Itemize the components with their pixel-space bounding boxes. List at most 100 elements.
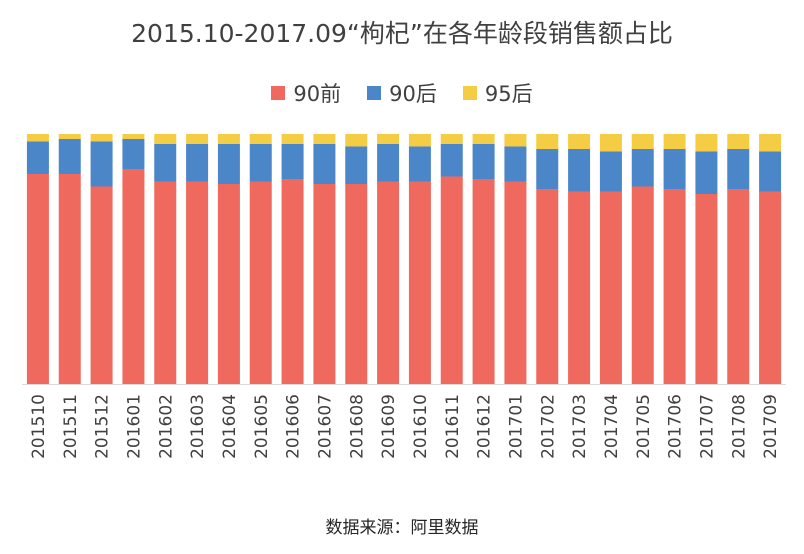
bar-post95-201709 [759,134,782,152]
x-tick-label-201511: 201511 [61,394,81,459]
bar-pre90-201701 [504,181,527,384]
data-source-note: 数据来源：阿里数据 [325,518,479,538]
x-tick-label-201611: 201611 [443,394,463,459]
x-tick-label-201608: 201608 [347,394,367,459]
bar-pre90-201706 [663,189,686,384]
bar-post90-201705 [631,149,654,187]
legend-item-pre90: 90前 [271,78,341,108]
bar-post95-201705 [631,134,654,149]
bar-pre90-201605 [249,181,272,384]
bar-post95-201708 [727,134,750,149]
x-tick-label-201703: 201703 [570,394,590,459]
bar-post90-201708 [727,149,750,189]
bar-post95-201611 [440,134,463,144]
bar-post95-201706 [663,134,686,149]
bar-post90-201607 [313,144,336,184]
bar-post90-201707 [695,151,718,194]
bar-pre90-201602 [154,181,177,384]
bar-post95-201605 [249,134,272,144]
bar-post95-201704 [599,134,622,152]
legend-label-pre90: 90前 [293,82,342,106]
bar-pre90-201611 [440,176,463,384]
bar-post95-201603 [186,134,209,144]
x-tick-label-201605: 201605 [252,394,272,459]
bar-pre90-201704 [599,191,622,384]
bar-pre90-201603 [186,181,209,384]
x-tick-label-201702: 201702 [538,394,558,459]
x-tick-label-201607: 201607 [315,394,335,459]
bar-post95-201601 [122,134,145,139]
bar-post95-201606 [281,134,304,144]
bar-post90-201511 [58,139,81,174]
chart-title: 2015.10-2017.09“枸杞”在各年龄段销售额占比 [131,19,673,48]
bar-pre90-201606 [281,179,304,384]
x-tick-label-201708: 201708 [729,394,749,459]
bar-post90-201510 [26,141,49,174]
bar-post95-201602 [154,134,177,144]
bar-post95-201610 [408,134,431,147]
bar-post95-201512 [90,134,113,142]
bar-post90-201703 [568,149,591,192]
bar-pre90-201608 [345,184,368,384]
bar-post90-201709 [759,151,782,192]
x-tick-label-201602: 201602 [156,394,176,459]
x-tick-label-201609: 201609 [379,394,399,459]
bar-post90-201603 [186,144,209,182]
x-tick-label-201701: 201701 [506,394,526,459]
x-tick-label-201603: 201603 [188,394,208,459]
legend-label-post90: 90后 [389,82,437,106]
bar-post90-201701 [504,146,527,182]
bar-post95-201702 [536,134,559,149]
legend-swatch-post90 [367,86,382,100]
bar-post95-201604 [217,134,240,144]
bar-post95-201612 [472,134,495,144]
bar-pre90-201510 [26,174,49,384]
bar-pre90-201601 [122,169,145,384]
legend: 90前 90后 95后 [0,78,804,108]
bar-post90-201702 [536,149,559,189]
x-tick-label-201510: 201510 [29,394,49,459]
bar-post95-201607 [313,134,336,144]
bar-pre90-201609 [377,181,400,384]
x-tick-label-201512: 201512 [93,394,113,459]
x-tick-label-201709: 201709 [761,394,781,459]
legend-swatch-post95 [462,86,477,100]
bar-post90-201512 [90,141,113,187]
bar-pre90-201705 [631,186,654,384]
legend-label-post95: 95后 [484,82,533,106]
bar-pre90-201709 [759,191,782,384]
bar-post90-201602 [154,144,177,182]
bar-pre90-201707 [695,194,718,384]
bar-pre90-201612 [472,179,495,384]
x-tick-label-201705: 201705 [634,394,654,459]
bar-post90-201606 [281,144,304,179]
bar-post90-201601 [122,139,145,169]
legend-item-post90: 90后 [367,78,437,108]
bar-post90-201611 [440,144,463,177]
x-tick-label-201704: 201704 [602,394,622,459]
bar-post90-201604 [217,144,240,184]
x-tick-label-201604: 201604 [220,394,240,459]
bar-post90-201608 [345,146,368,184]
x-tick-label-201706: 201706 [666,394,686,459]
x-tick-label-201610: 201610 [411,394,431,459]
x-tick-label-201612: 201612 [475,394,495,459]
bar-post95-201608 [345,134,368,147]
bar-pre90-201702 [536,189,559,384]
bar-post95-201609 [377,134,400,144]
bar-pre90-201511 [58,174,81,384]
x-tick-label-201707: 201707 [697,394,717,459]
bar-post90-201706 [663,149,686,189]
bar-post95-201511 [58,134,81,139]
bar-post95-201701 [504,134,527,147]
legend-item-post95: 95后 [462,78,533,108]
bar-post90-201610 [408,146,431,182]
bar-post90-201605 [249,144,272,182]
bar-post90-201704 [599,151,622,192]
bar-post90-201612 [472,144,495,179]
bar-post95-201707 [695,134,718,152]
x-tick-label-201601: 201601 [124,394,144,459]
bar-pre90-201708 [727,189,750,384]
bar-pre90-201607 [313,184,336,384]
